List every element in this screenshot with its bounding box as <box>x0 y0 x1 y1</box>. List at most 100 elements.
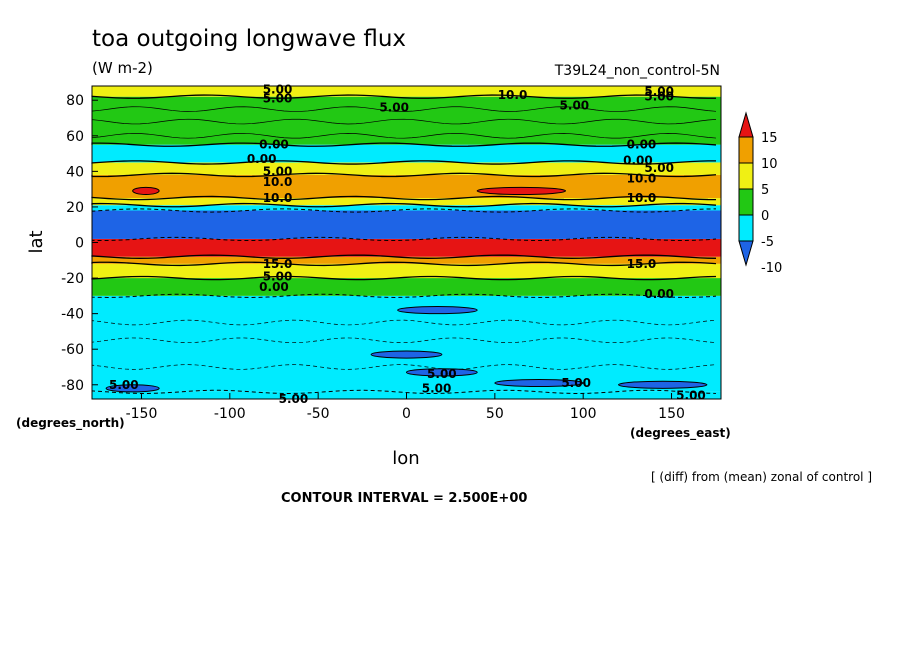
contour-line-10 <box>91 172 717 178</box>
x-tick-label-1: -100 <box>214 406 246 422</box>
contour-line-5 <box>91 254 717 259</box>
y-tick-label-2: -40 <box>61 307 84 323</box>
patch-0 <box>132 186 160 195</box>
patch-6 <box>105 384 160 393</box>
colorbar-arrow-bottom <box>738 240 754 267</box>
y-tick-label-6: 40 <box>66 164 84 180</box>
band-12 <box>92 96 721 145</box>
band-13 <box>92 86 721 97</box>
colorbar-label-3: 0 <box>761 209 769 224</box>
diff-note: [ (diff) from (mean) zonal of control ] <box>651 470 872 484</box>
contour-label-4: 5.00 <box>560 99 590 113</box>
y-tick-label-0: -80 <box>61 378 84 394</box>
contour-label-19: 0.00 <box>259 280 289 294</box>
x-axis-ticks: -150 -100 -50 0 50 100 150 <box>126 393 685 422</box>
patch-5 <box>494 378 584 388</box>
colorbar-segment-2 <box>738 162 754 190</box>
patch-7 <box>618 380 708 389</box>
contour-label-17: 15.0 <box>263 257 293 271</box>
contour-line-7 <box>91 208 717 213</box>
contour-label-23: 5.00 <box>427 367 457 381</box>
colorbar-arrow-top <box>738 111 754 138</box>
contour-label-7: 0.00 <box>259 138 289 152</box>
colorbar-segment-4 <box>738 214 754 242</box>
chart-title: toa outgoing longwave flux <box>92 26 406 52</box>
contour-line-extra-4 <box>91 118 717 125</box>
colorbar-segment-1 <box>738 136 754 164</box>
contour-label-24: 5.00 <box>422 381 452 395</box>
contour-line-11 <box>91 160 717 165</box>
y-tick-label-8: 80 <box>66 93 84 109</box>
contour-label-5: 5.00 <box>644 84 674 98</box>
y-tick-label-7: 60 <box>66 129 84 145</box>
band-6 <box>92 210 721 239</box>
contour-label-15: 10.0 <box>263 191 293 205</box>
contour-label-16: 10.0 <box>627 191 657 205</box>
contour-line-4 <box>91 261 717 267</box>
contour-line-extra-2 <box>91 319 717 326</box>
contour-label-8: 0.00 <box>247 152 277 166</box>
contour-line-9 <box>91 195 717 201</box>
x-tick-label-0: -150 <box>126 406 158 422</box>
contour-label-2: 5.00 <box>379 100 409 114</box>
colorbar-label-2: 5 <box>761 183 769 198</box>
y-tick-label-1: -60 <box>61 342 84 358</box>
band-3 <box>92 263 721 279</box>
chart-units: (W m-2) <box>92 59 153 77</box>
contour-line-extra-1 <box>91 337 717 344</box>
contour-lines <box>91 94 717 394</box>
colorbar-label-4: -5 <box>761 235 774 250</box>
contour-label-12: 10.0 <box>263 175 293 189</box>
patch-2 <box>397 306 478 315</box>
band-10 <box>92 162 721 175</box>
contour-labels: 5.005.005.0010.05.005.005.000.000.000.00… <box>109 83 706 406</box>
contour-label-11: 5.00 <box>263 164 293 178</box>
contour-label-25: 5.00 <box>561 376 591 390</box>
colorbar-segment-3 <box>738 188 754 216</box>
contour-interval: CONTOUR INTERVAL = 2.500E+00 <box>281 491 527 506</box>
y-tick-label-4: 0 <box>75 236 84 252</box>
contour-line-extra-0 <box>91 364 717 370</box>
colorbar: 15 10 5 0 -5 -10 <box>738 111 782 276</box>
patch-1 <box>476 186 567 195</box>
x-tick-label-5: 100 <box>570 406 597 422</box>
contour-line-3 <box>91 275 717 281</box>
run-label: T39L24_non_control-5N <box>554 63 720 79</box>
band-7 <box>92 205 721 211</box>
contour-label-22: 5.00 <box>109 378 139 392</box>
y-tick-label-5: 20 <box>66 200 84 216</box>
patch-3 <box>370 350 443 359</box>
colorbar-label-1: 10 <box>761 157 778 172</box>
band-2 <box>92 278 721 296</box>
colorbar-label-5: -10 <box>761 261 782 276</box>
contour-label-26: 5.00 <box>676 388 706 402</box>
x-tick-label-2: -50 <box>307 406 330 422</box>
contour-label-9: 0.00 <box>627 138 657 152</box>
contour-line-6 <box>91 236 717 242</box>
band-11 <box>92 144 721 163</box>
colorbar-label-0: 15 <box>761 131 778 146</box>
contour-label-1: 5.00 <box>263 91 293 105</box>
contour-line-extra-3 <box>91 133 717 139</box>
contour-label-10: 0.00 <box>623 154 653 168</box>
contour-label-20: 15.0 <box>627 257 657 271</box>
band-8 <box>92 198 721 206</box>
contour-label-13: 5.00 <box>644 161 674 175</box>
filled-patches <box>105 186 708 393</box>
contour-line-extra-5 <box>91 106 717 112</box>
y-axis-ticks: -80 -60 -40 -20 0 20 40 60 80 <box>61 93 98 394</box>
x-tick-label-6: 150 <box>658 406 685 422</box>
band-4 <box>92 256 721 264</box>
contour-label-3: 10.0 <box>498 88 528 102</box>
contour-line-2 <box>91 293 717 298</box>
contour-label-14: 10.0 <box>627 171 657 185</box>
x-tick-label-3: 0 <box>402 406 411 422</box>
contour-line-13 <box>91 94 717 99</box>
contour-line-1 <box>91 389 717 394</box>
x-tick-label-4: 50 <box>486 406 504 422</box>
contour-label-18: 5.00 <box>263 269 293 283</box>
contour-label-6: 5.00 <box>644 90 674 104</box>
y-axis-label: lat <box>26 230 47 253</box>
contour-line-12 <box>91 142 717 147</box>
